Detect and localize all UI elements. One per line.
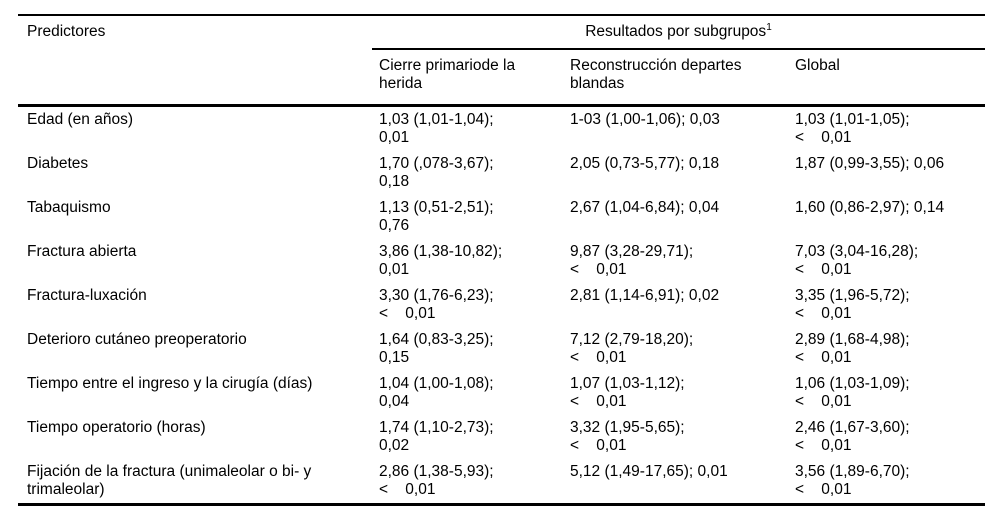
value-cell-reconstruccion: 5,12 (1,49-17,65); 0,01 xyxy=(570,463,728,480)
value-cell-cierre: 1,13 (0,51-2,51); 0,76 xyxy=(379,199,494,234)
table-row: Fractura-luxación 3,30 (1,76-6,23); < 0,… xyxy=(18,283,985,327)
predictor-cell: Fractura-luxación xyxy=(27,287,147,304)
value-cell-cierre: 1,74 (1,10-2,73); 0,02 xyxy=(379,419,494,454)
predictor-cell: Tiempo operatorio (horas) xyxy=(27,419,206,436)
table-row: Fijación de la fractura (unimaleolar o b… xyxy=(18,459,985,505)
predictor-cell: Tabaquismo xyxy=(27,199,111,216)
column-header-cierre-primario: Cierre primariode la herida xyxy=(372,49,563,107)
table-header: Predictores Resultados por subgrupos1 Ci… xyxy=(18,15,985,107)
value-cell-cierre: 1,70 (,078-3,67); 0,18 xyxy=(379,155,494,190)
results-table: Predictores Resultados por subgrupos1 Ci… xyxy=(18,14,985,506)
table-row: Tabaquismo 1,13 (0,51-2,51); 0,76 2,67 (… xyxy=(18,195,985,239)
predictor-cell: Diabetes xyxy=(27,155,89,172)
value-cell-global: 3,35 (1,96-5,72); < 0,01 xyxy=(795,287,910,322)
predictors-column-header: Predictores xyxy=(18,15,372,107)
predictor-cell: Tiempo entre el ingreso y la cirugía (dí… xyxy=(27,375,313,392)
value-cell-global: 1,03 (1,01-1,05); < 0,01 xyxy=(795,111,910,146)
value-cell-reconstruccion: 1-03 (1,00-1,06); 0,03 xyxy=(570,111,720,128)
table-row: Deterioro cutáneo preoperatorio 1,64 (0,… xyxy=(18,327,985,371)
value-cell-cierre: 1,64 (0,83-3,25); 0,15 xyxy=(379,331,494,366)
value-cell-global: 1,87 (0,99-3,55); 0,06 xyxy=(795,155,945,172)
group-header-cell: Resultados por subgrupos1 xyxy=(372,15,985,50)
value-cell-reconstruccion: 3,32 (1,95-5,65); < 0,01 xyxy=(570,419,685,454)
value-cell-global: 2,89 (1,68-4,98); < 0,01 xyxy=(795,331,910,366)
column-header-global: Global xyxy=(788,49,985,107)
value-cell-cierre: 3,30 (1,76-6,23); < 0,01 xyxy=(379,287,494,322)
value-cell-cierre: 1,03 (1,01-1,04); 0,01 xyxy=(379,111,494,146)
value-cell-global: 2,46 (1,67-3,60); < 0,01 xyxy=(795,419,910,454)
table-row: Tiempo entre el ingreso y la cirugía (dí… xyxy=(18,371,985,415)
group-header-text: Resultados por subgrupos xyxy=(585,23,767,40)
table-row: Fractura abierta 3,86 (1,38-10,82); 0,01… xyxy=(18,239,985,283)
value-cell-reconstruccion: 9,87 (3,28-29,71); < 0,01 xyxy=(570,243,694,278)
table-row: Diabetes 1,70 (,078-3,67); 0,18 2,05 (0,… xyxy=(18,151,985,195)
value-cell-reconstruccion: 1,07 (1,03-1,12); < 0,01 xyxy=(570,375,685,410)
value-cell-global: 3,56 (1,89-6,70); < 0,01 xyxy=(795,463,910,498)
predictor-cell: Deterioro cutáneo preoperatorio xyxy=(27,331,247,348)
value-cell-global: 7,03 (3,04-16,28); < 0,01 xyxy=(795,243,919,278)
value-cell-cierre: 3,86 (1,38-10,82); 0,01 xyxy=(379,243,503,278)
table-row: Edad (en años) 1,03 (1,01-1,04); 0,01 1-… xyxy=(18,106,985,152)
value-cell-reconstruccion: 2,81 (1,14-6,91); 0,02 xyxy=(570,287,720,304)
value-cell-reconstruccion: 2,67 (1,04-6,84); 0,04 xyxy=(570,199,720,216)
predictor-cell: Fractura abierta xyxy=(27,243,137,260)
predictor-cell: Fijación de la fractura (unimaleolar o b… xyxy=(27,463,312,498)
value-cell-cierre: 2,86 (1,38-5,93); < 0,01 xyxy=(379,463,494,498)
value-cell-global: 1,60 (0,86-2,97); 0,14 xyxy=(795,199,945,216)
predictor-cell: Edad (en años) xyxy=(27,111,133,128)
table-body: Edad (en años) 1,03 (1,01-1,04); 0,01 1-… xyxy=(18,106,985,505)
group-header-row: Predictores Resultados por subgrupos1 xyxy=(18,15,985,107)
value-cell-reconstruccion: 7,12 (2,79-18,20); < 0,01 xyxy=(570,331,694,366)
subgroup-header-row: Cierre primariode la herida Reconstrucci… xyxy=(18,49,985,107)
value-cell-global: 1,06 (1,03-1,09); < 0,01 xyxy=(795,375,910,410)
footnote-marker: 1 xyxy=(766,22,772,33)
column-header-reconstruccion: Reconstrucción departes blandas xyxy=(563,49,788,107)
value-cell-cierre: 1,04 (1,00-1,08); 0,04 xyxy=(379,375,494,410)
table-row: Tiempo operatorio (horas) 1,74 (1,10-2,7… xyxy=(18,415,985,459)
value-cell-reconstruccion: 2,05 (0,73-5,77); 0,18 xyxy=(570,155,720,172)
